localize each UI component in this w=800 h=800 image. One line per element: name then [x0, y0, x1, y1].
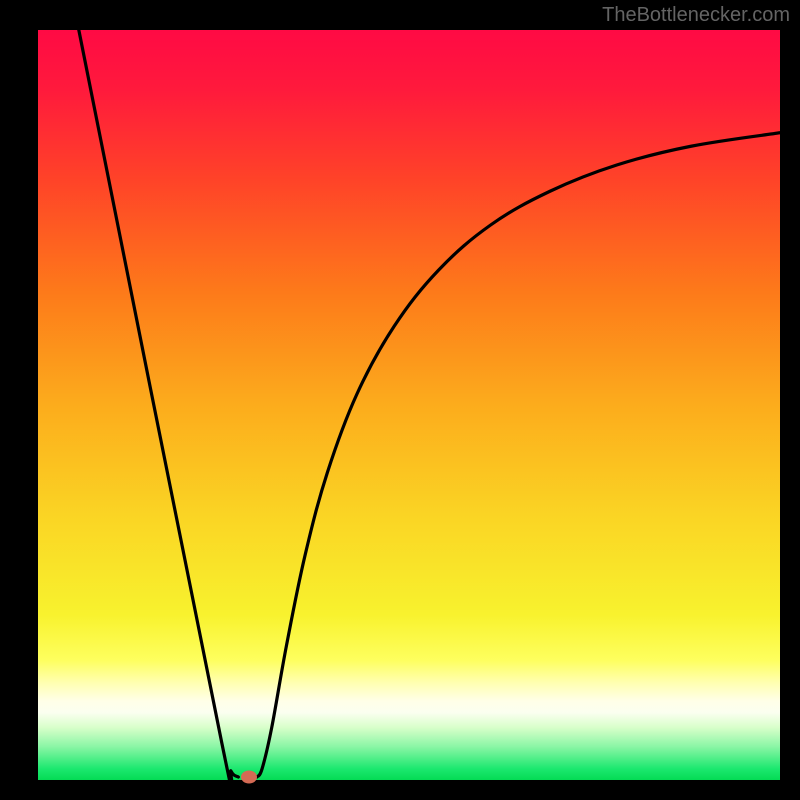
optimum-marker: [241, 771, 257, 784]
watermark-text: TheBottlenecker.com: [602, 4, 790, 27]
curve-left: [79, 30, 239, 780]
plot-area: [38, 30, 780, 780]
curve-right: [257, 133, 780, 777]
bottleneck-curve: [38, 30, 780, 780]
